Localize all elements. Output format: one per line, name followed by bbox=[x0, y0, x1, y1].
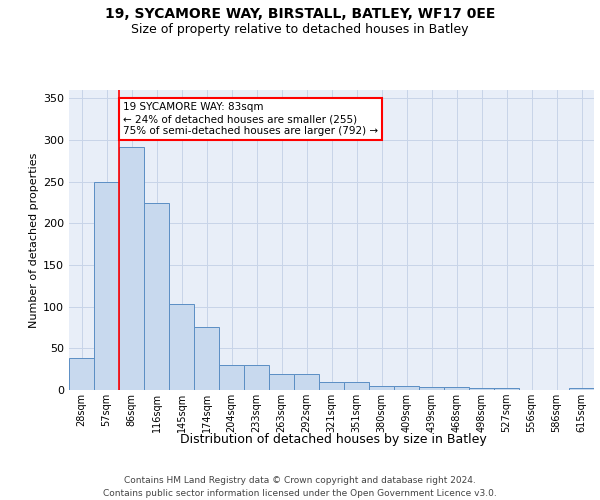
Bar bbox=[144, 202, 169, 390]
Bar bbox=[69, 358, 94, 390]
Text: 19, SYCAMORE WAY, BIRSTALL, BATLEY, WF17 0EE: 19, SYCAMORE WAY, BIRSTALL, BATLEY, WF17… bbox=[105, 8, 495, 22]
Text: Contains public sector information licensed under the Open Government Licence v3: Contains public sector information licen… bbox=[103, 489, 497, 498]
Bar bbox=[344, 382, 369, 390]
Bar bbox=[94, 182, 119, 390]
Bar bbox=[394, 386, 419, 390]
Text: Size of property relative to detached houses in Batley: Size of property relative to detached ho… bbox=[131, 22, 469, 36]
Bar bbox=[244, 365, 269, 390]
Text: Distribution of detached houses by size in Batley: Distribution of detached houses by size … bbox=[179, 432, 487, 446]
Bar bbox=[294, 374, 319, 390]
Bar bbox=[469, 388, 494, 390]
Bar bbox=[319, 382, 344, 390]
Bar bbox=[419, 386, 444, 390]
Bar bbox=[369, 386, 394, 390]
Bar bbox=[569, 388, 594, 390]
Bar bbox=[169, 304, 194, 390]
Bar bbox=[444, 386, 469, 390]
Bar bbox=[269, 374, 294, 390]
Text: 19 SYCAMORE WAY: 83sqm
← 24% of detached houses are smaller (255)
75% of semi-de: 19 SYCAMORE WAY: 83sqm ← 24% of detached… bbox=[123, 102, 378, 136]
Text: Contains HM Land Registry data © Crown copyright and database right 2024.: Contains HM Land Registry data © Crown c… bbox=[124, 476, 476, 485]
Bar bbox=[194, 326, 219, 390]
Bar bbox=[219, 365, 244, 390]
Bar bbox=[119, 146, 144, 390]
Bar bbox=[494, 388, 519, 390]
Y-axis label: Number of detached properties: Number of detached properties bbox=[29, 152, 39, 328]
